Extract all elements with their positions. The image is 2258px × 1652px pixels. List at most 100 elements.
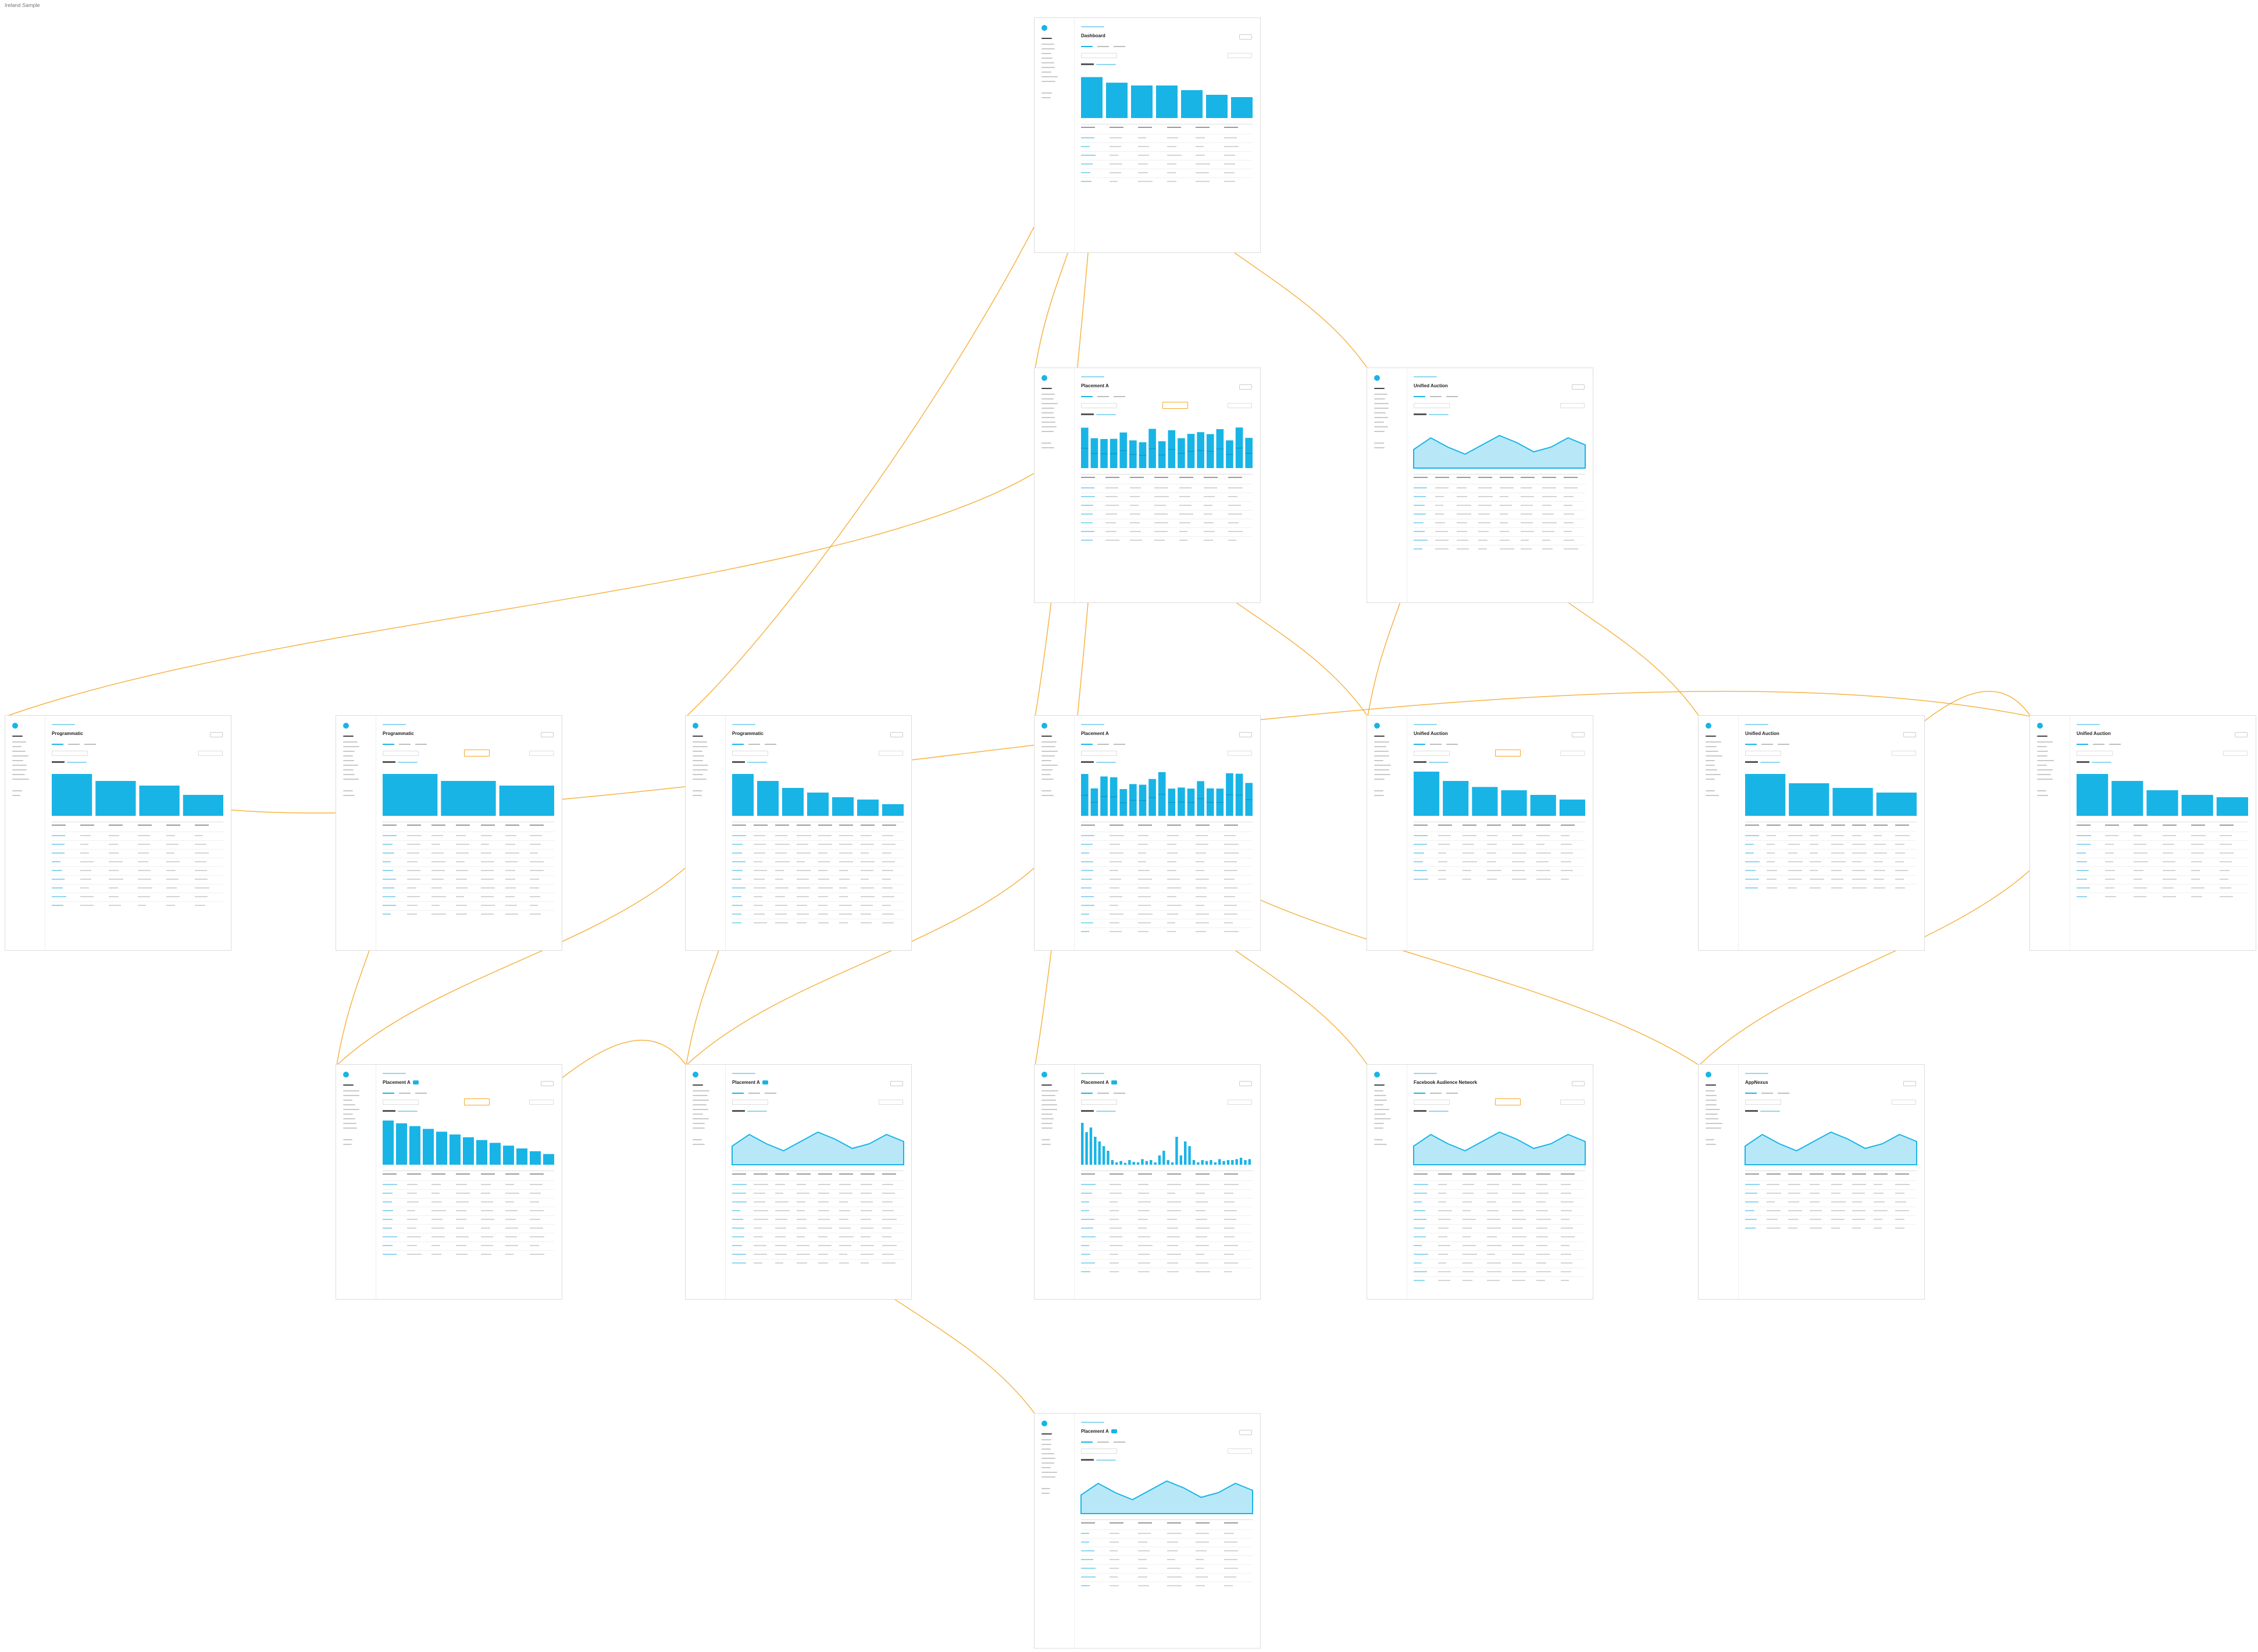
table-row[interactable] [1745, 858, 1917, 865]
tab[interactable] [1414, 396, 1425, 397]
tab[interactable] [1761, 1093, 1773, 1094]
table-row[interactable] [1081, 536, 1253, 544]
table-row[interactable] [52, 901, 223, 909]
sidebar-item[interactable] [343, 1090, 359, 1091]
table-row[interactable] [1081, 134, 1253, 141]
tab[interactable] [1081, 1093, 1093, 1094]
table-row[interactable] [1081, 1189, 1253, 1197]
tab[interactable] [748, 1093, 760, 1094]
table-row[interactable] [732, 884, 904, 891]
sidebar-item[interactable] [1706, 1128, 1721, 1129]
sidebar-item[interactable] [1041, 1453, 1054, 1454]
sidebar-item[interactable] [1374, 765, 1391, 766]
sidebar-item[interactable] [1041, 48, 1055, 49]
sidebar-item[interactable] [693, 774, 703, 775]
table-row[interactable] [732, 875, 904, 883]
tab[interactable] [1430, 1093, 1442, 1094]
tab[interactable] [399, 744, 411, 745]
table-row[interactable] [1081, 1224, 1253, 1232]
filter-field[interactable] [1892, 1100, 1916, 1105]
screen-dashboard[interactable]: Dashboard [1034, 17, 1261, 253]
sidebar-item[interactable] [12, 751, 26, 752]
table-row[interactable] [1745, 1207, 1917, 1214]
screen-unified-auction-3[interactable]: Unified Auction [1698, 715, 1925, 951]
table-row[interactable] [1414, 875, 1585, 883]
table-row[interactable] [1081, 1215, 1253, 1223]
sidebar-item[interactable] [693, 1090, 709, 1091]
sidebar-item[interactable] [12, 779, 29, 780]
table-row[interactable] [2077, 884, 2248, 891]
table-row[interactable] [1414, 527, 1585, 535]
table-row[interactable] [1414, 1180, 1585, 1188]
sidebar-item[interactable] [1374, 1123, 1384, 1124]
sidebar-item[interactable] [2037, 760, 2054, 761]
sidebar-item[interactable] [1041, 765, 1058, 766]
sidebar-item[interactable] [1041, 760, 1051, 761]
sidebar-item[interactable] [1374, 1114, 1386, 1115]
sidebar-item[interactable] [1374, 398, 1385, 399]
sidebar-item[interactable] [1374, 1118, 1391, 1119]
date-range-field[interactable] [1081, 751, 1117, 756]
sidebar-item[interactable] [1706, 769, 1717, 770]
filter-field[interactable] [529, 751, 554, 756]
sidebar-item[interactable] [1374, 760, 1383, 761]
table-row[interactable] [1745, 832, 1917, 839]
table-row[interactable] [52, 832, 223, 839]
table-row[interactable] [732, 1259, 904, 1266]
sidebar-item[interactable] [1041, 67, 1055, 68]
table-row[interactable] [383, 1198, 554, 1205]
sidebar-item[interactable] [12, 760, 23, 761]
filter-field[interactable] [879, 1100, 903, 1105]
table-row[interactable] [1414, 858, 1585, 865]
table-row[interactable] [1081, 160, 1253, 167]
table-row[interactable] [1081, 875, 1253, 883]
table-row[interactable] [732, 1241, 904, 1249]
tab[interactable] [1081, 46, 1093, 47]
table-row[interactable] [383, 893, 554, 900]
sidebar-item[interactable] [1041, 779, 1054, 780]
table-row[interactable] [732, 1189, 904, 1197]
tab[interactable] [1446, 396, 1458, 397]
sidebar-item[interactable] [1706, 774, 1721, 775]
screen-placement-a-6[interactable]: Placement A [1034, 1413, 1261, 1649]
table-row[interactable] [1081, 866, 1253, 874]
table-row[interactable] [1414, 1233, 1585, 1240]
table-row[interactable] [383, 901, 554, 909]
sidebar-item[interactable] [2037, 779, 2053, 780]
table-row[interactable] [1081, 1180, 1253, 1188]
sidebar-item[interactable] [1706, 1114, 1718, 1115]
sidebar-item[interactable] [1374, 1095, 1386, 1096]
filter-field[interactable] [1228, 1100, 1252, 1105]
table-row[interactable] [1081, 519, 1253, 526]
tab[interactable] [1114, 744, 1125, 745]
sidebar-item[interactable] [1041, 1128, 1053, 1129]
table-row[interactable] [383, 858, 554, 865]
sidebar-item[interactable] [2037, 769, 2053, 770]
tab[interactable] [1430, 744, 1442, 745]
filter-field[interactable] [1228, 403, 1252, 408]
tab[interactable] [1778, 744, 1789, 745]
sidebar-item[interactable] [343, 751, 355, 752]
sidebar-item[interactable] [12, 746, 22, 747]
tab[interactable] [383, 1093, 394, 1094]
table-row[interactable] [1745, 1198, 1917, 1205]
export-button[interactable] [541, 732, 554, 737]
sidebar-item[interactable] [343, 1123, 356, 1124]
sidebar-item[interactable] [2037, 774, 2051, 775]
table-row[interactable] [383, 849, 554, 857]
table-row[interactable] [2077, 893, 2248, 900]
tab[interactable] [1446, 1093, 1458, 1094]
table-row[interactable] [1414, 501, 1585, 509]
table-row[interactable] [383, 1215, 554, 1223]
sidebar-item[interactable] [1706, 741, 1721, 743]
table-row[interactable] [732, 840, 904, 848]
sidebar-item[interactable] [2037, 751, 2048, 752]
table-row[interactable] [1414, 1189, 1585, 1197]
screen-facebook-audience-network[interactable]: Facebook Audience Network [1367, 1064, 1593, 1300]
sidebar-item[interactable] [693, 1100, 709, 1101]
sidebar-item[interactable] [1041, 774, 1051, 775]
sidebar-item[interactable] [1706, 765, 1715, 766]
sidebar-item[interactable] [1041, 76, 1058, 77]
sidebar-item[interactable] [1041, 1104, 1057, 1105]
sidebar-item[interactable] [1706, 1109, 1720, 1110]
